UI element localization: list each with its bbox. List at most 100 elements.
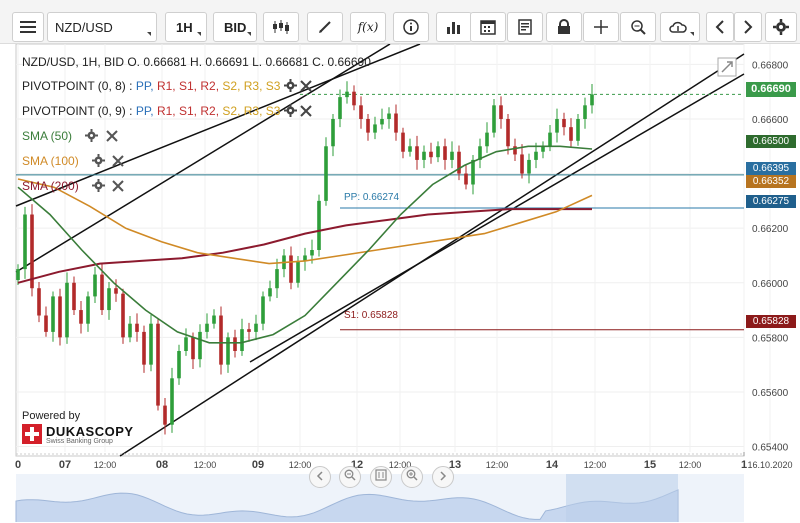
indicators-button[interactable]: f(x) xyxy=(350,12,386,42)
dukascopy-logo[interactable]: DUKASCOPY Swiss Banking Group xyxy=(22,424,133,446)
sma100-line[interactable] xyxy=(17,178,593,265)
candle-body[interactable] xyxy=(30,214,34,289)
candle-body[interactable] xyxy=(100,274,104,311)
news-button[interactable] xyxy=(507,12,543,42)
candle-body[interactable] xyxy=(58,296,62,338)
candle-body[interactable] xyxy=(184,337,188,351)
gear-icon[interactable] xyxy=(283,79,297,95)
navigator-selection[interactable] xyxy=(566,474,678,522)
settings-button[interactable] xyxy=(765,12,797,42)
candle-body[interactable] xyxy=(499,105,503,119)
candle-body[interactable] xyxy=(65,282,69,338)
candle-body[interactable] xyxy=(527,159,531,174)
candle-body[interactable] xyxy=(352,91,356,106)
candle-body[interactable] xyxy=(247,329,251,332)
candle-body[interactable] xyxy=(240,329,244,351)
trendline-channel-lower[interactable] xyxy=(119,53,745,457)
candle-body[interactable] xyxy=(345,91,349,98)
candle-body[interactable] xyxy=(16,269,20,281)
candle-body[interactable] xyxy=(380,118,384,125)
candle-body[interactable] xyxy=(37,288,41,316)
candle-body[interactable] xyxy=(79,310,83,324)
candle-body[interactable] xyxy=(72,282,76,311)
close-icon[interactable] xyxy=(112,154,125,170)
expand-icon[interactable] xyxy=(717,57,737,77)
candle-body[interactable] xyxy=(44,315,48,332)
candle-body[interactable] xyxy=(548,132,552,147)
candle-body[interactable] xyxy=(219,315,223,365)
candle-body[interactable] xyxy=(114,288,118,294)
candle-body[interactable] xyxy=(450,151,454,160)
trendline-channel-upper[interactable] xyxy=(249,73,745,363)
candle-body[interactable] xyxy=(534,151,538,160)
candle-body[interactable] xyxy=(366,118,370,133)
candle-body[interactable] xyxy=(520,154,524,174)
candle-body[interactable] xyxy=(121,293,125,338)
candle-body[interactable] xyxy=(51,296,55,332)
gear-icon[interactable] xyxy=(92,154,106,170)
candle-body[interactable] xyxy=(408,146,412,152)
sma200-line[interactable] xyxy=(17,208,592,284)
candle-body[interactable] xyxy=(422,151,426,160)
crosshair-button[interactable] xyxy=(583,12,619,42)
candle-body[interactable] xyxy=(198,331,202,360)
candle-body[interactable] xyxy=(387,113,391,119)
price-type-selector[interactable]: BID xyxy=(213,12,257,42)
candle-body[interactable] xyxy=(205,323,209,332)
candle-body[interactable] xyxy=(324,146,328,201)
candle-body[interactable] xyxy=(107,288,111,311)
candle-body[interactable] xyxy=(163,405,167,425)
candle-body[interactable] xyxy=(506,118,510,147)
candle-body[interactable] xyxy=(128,323,132,338)
candle-body[interactable] xyxy=(93,274,97,297)
calendar-button[interactable] xyxy=(470,12,506,42)
nav-zoom-in-button[interactable] xyxy=(401,466,423,488)
nav-fit-button[interactable] xyxy=(370,466,392,488)
zoom-button[interactable] xyxy=(620,12,656,42)
gear-icon[interactable] xyxy=(85,129,99,145)
candle-body[interactable] xyxy=(555,118,559,133)
candle-body[interactable] xyxy=(541,146,545,152)
nav-back-button[interactable] xyxy=(309,466,331,488)
close-icon[interactable] xyxy=(105,129,118,145)
candle-body[interactable] xyxy=(415,146,419,160)
candle-body[interactable] xyxy=(394,113,398,133)
menu-button[interactable] xyxy=(12,12,44,42)
candle-body[interactable] xyxy=(289,255,293,283)
cloud-button[interactable] xyxy=(660,12,700,42)
candle-body[interactable] xyxy=(478,146,482,160)
candle-body[interactable] xyxy=(443,146,447,160)
candle-body[interactable] xyxy=(590,94,594,106)
candle-body[interactable] xyxy=(492,105,496,133)
candle-body[interactable] xyxy=(310,250,314,256)
candle-body[interactable] xyxy=(338,97,342,119)
lock-button[interactable] xyxy=(546,12,582,42)
candle-body[interactable] xyxy=(303,255,307,261)
candle-body[interactable] xyxy=(485,132,489,147)
candle-body[interactable] xyxy=(261,296,265,324)
candle-body[interactable] xyxy=(135,323,139,332)
candle-body[interactable] xyxy=(562,118,566,128)
candle-body[interactable] xyxy=(296,260,300,283)
candle-body[interactable] xyxy=(170,378,174,425)
symbol-selector[interactable]: NZD/USD xyxy=(47,12,157,42)
candle-body[interactable] xyxy=(177,351,181,379)
candle-body[interactable] xyxy=(23,214,27,270)
candle-body[interactable] xyxy=(429,151,433,158)
candle-body[interactable] xyxy=(142,331,146,365)
scroll-right-button[interactable] xyxy=(734,12,762,42)
gear-icon[interactable] xyxy=(283,104,297,120)
candle-body[interactable] xyxy=(576,118,580,141)
close-icon[interactable] xyxy=(300,79,312,95)
candle-body[interactable] xyxy=(513,146,517,155)
trendline-upper-1[interactable] xyxy=(15,44,421,207)
chart-type-button[interactable] xyxy=(263,12,299,42)
candle-body[interactable] xyxy=(156,323,160,406)
candle-body[interactable] xyxy=(359,105,363,119)
candle-body[interactable] xyxy=(464,173,468,185)
candle-body[interactable] xyxy=(569,127,573,141)
info-button[interactable] xyxy=(393,12,429,42)
candle-body[interactable] xyxy=(317,200,321,250)
candle-body[interactable] xyxy=(86,296,90,324)
nav-forward-button[interactable] xyxy=(432,466,454,488)
